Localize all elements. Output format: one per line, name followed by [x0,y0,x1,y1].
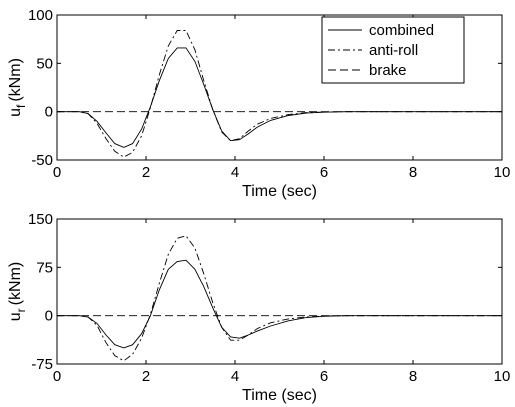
y-tick-label: 75 [36,259,53,276]
y-tick-label: 100 [28,7,53,24]
y-tick-label: -75 [31,356,53,373]
y-axis-label: ur (kNm) [7,262,28,321]
legend: combined anti-roll brake [321,16,465,84]
series-group [57,235,502,362]
y-axis-label: uf (kNm) [7,58,28,117]
y-tick-label: 0 [45,104,53,121]
x-tick-label: 6 [320,164,328,181]
y-axis-label-subscript: f [14,104,28,108]
legend-label-anti-roll: anti-roll [369,42,418,59]
y-tick-label: -50 [31,152,53,169]
x-axis-label: Time (sec) [242,183,317,200]
x-axis-label: Time (sec) [242,387,317,404]
y-axis-label-main: u [7,108,24,117]
x-tick-label: 8 [409,368,417,385]
x-tick-label: 8 [409,164,417,181]
y-axis-label-unit: (kNm) [7,262,24,306]
x-tick-label: 4 [231,164,239,181]
y-axis-label-unit: (kNm) [7,58,24,102]
x-tick-label: 4 [231,368,239,385]
legend-label-combined: combined [369,22,434,39]
x-tick-label: 0 [53,164,61,181]
y-tick-label: 150 [28,211,53,228]
x-tick-label: 6 [320,368,328,385]
y-tick-label: 0 [45,308,53,325]
y-axis-label-subscript: r [14,308,28,312]
x-tick-label: 2 [142,164,150,181]
y-tick-label: 50 [36,55,53,72]
series-line-combined [57,47,502,148]
series-line-combined [57,259,502,349]
plot-frame [56,218,503,365]
series-group [57,30,502,158]
x-tick-label: 2 [142,368,150,385]
x-tick-label: 0 [53,368,61,385]
series-line-anti-roll [57,30,502,158]
x-tick-label: 10 [494,368,511,385]
y-axis-label-main: u [7,312,24,321]
legend-label-brake: brake [369,62,407,79]
x-tick-label: 10 [494,164,511,181]
